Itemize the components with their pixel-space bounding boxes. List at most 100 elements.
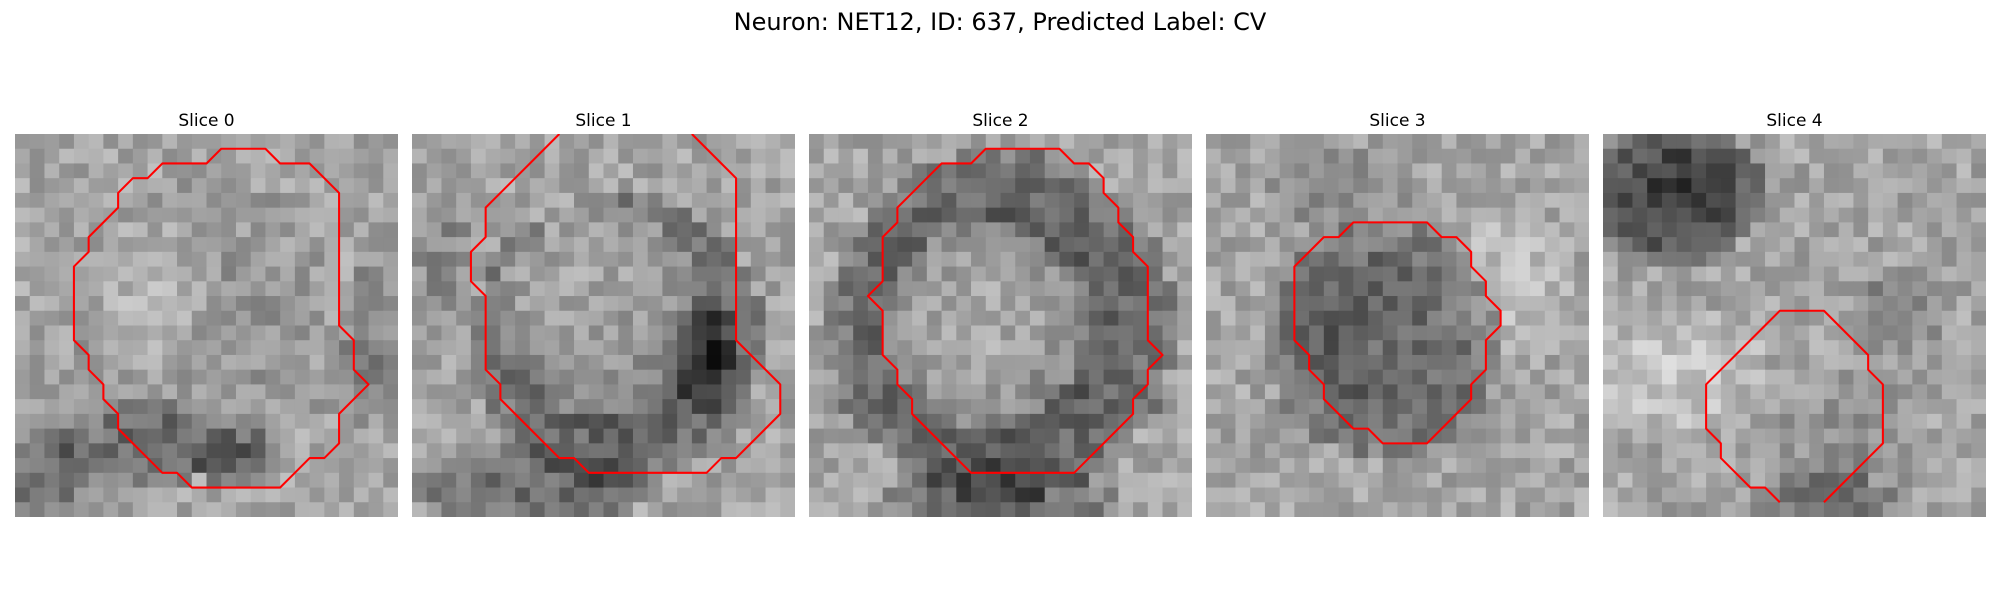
pixel [206,487,222,503]
pixel [1765,472,1781,488]
pixel [1059,281,1075,297]
pixel [912,310,928,326]
pixel [1661,266,1678,282]
pixel [1279,428,1295,444]
pixel [1603,178,1619,194]
pixel [1809,237,1825,253]
pixel [1500,163,1516,179]
pixel [603,251,619,268]
pixel [177,148,193,164]
pixel [853,251,869,268]
pixel [1147,384,1163,400]
pixel [1574,428,1589,444]
pixel [1706,222,1722,238]
pixel [1294,399,1310,415]
pixel [368,325,384,341]
pixel [88,399,104,415]
pixel [1426,354,1443,371]
pixel [1133,134,1149,150]
pixel [206,207,222,223]
pixel [412,148,428,164]
pixel [1735,310,1751,326]
pixel [1103,340,1119,356]
pixel [132,178,149,194]
pixel [1794,192,1810,209]
pixel [1765,237,1781,253]
pixel [1897,148,1913,164]
pixel [1838,222,1854,238]
pixel [515,384,531,400]
pixel [823,369,839,385]
pixel [588,281,604,297]
pixel [838,207,854,223]
pixel [1603,443,1619,459]
pixel [853,487,869,503]
pixel [1515,384,1531,400]
pixel [1574,502,1589,517]
pixel [132,502,149,517]
pixel [1338,148,1354,164]
pixel [618,369,634,385]
pixel [1661,310,1678,326]
pixel [1044,178,1060,194]
pixel [1544,148,1560,164]
pixel [44,443,60,459]
pixel [1912,310,1928,326]
pixel [1250,340,1266,356]
pixel [1941,266,1957,282]
pixel [1279,192,1295,209]
pixel [235,384,252,400]
pixel [1853,369,1869,385]
pixel [721,428,737,444]
pixel [1397,487,1413,503]
pixel [1882,428,1899,444]
pixel [985,399,1001,415]
pixel [1617,222,1633,238]
pixel [912,222,928,238]
pixel [1471,458,1487,474]
pixel [1882,384,1899,400]
pixel [339,413,355,430]
pixel [1691,487,1707,503]
pixel [1088,251,1105,268]
pixel [1647,163,1663,179]
pixel [1897,192,1913,209]
pixel [118,340,134,356]
pixel [1264,251,1281,268]
pixel [1809,384,1825,400]
pixel [1838,428,1854,444]
pixel [1456,207,1472,223]
pixel [250,487,266,503]
pixel [1661,399,1678,415]
pixel [147,237,163,253]
pixel [736,222,752,238]
pixel [1235,502,1251,517]
pixel [383,266,398,282]
pixel [1823,399,1840,415]
pixel [603,472,619,488]
pixel [574,192,590,209]
pixel [647,296,663,312]
pixel [941,237,957,253]
pixel [1044,281,1060,297]
pixel [1735,281,1751,297]
pixel [1530,458,1546,474]
pixel [1971,310,1986,326]
pixel [206,178,222,194]
pixel [1279,266,1295,282]
pixel [1382,340,1398,356]
pixel [765,384,781,400]
pixel [809,487,825,503]
pixel [132,458,149,474]
pixel [1147,458,1163,474]
pixel [1426,148,1443,164]
pixel [324,458,340,474]
pixel [1485,340,1502,356]
pixel [1323,163,1340,179]
pixel [1971,354,1986,371]
pixel [1177,207,1192,223]
pixel [383,281,398,297]
pixel [867,237,884,253]
pixel [485,502,501,517]
pixel [1074,296,1090,312]
